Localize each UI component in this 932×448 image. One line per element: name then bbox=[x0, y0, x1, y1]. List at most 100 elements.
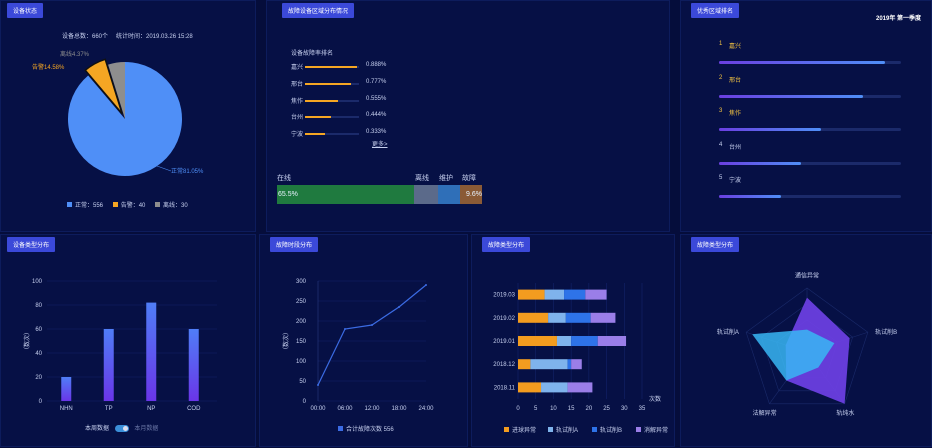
x-tick-label: 06:00 bbox=[337, 406, 353, 412]
y-tick-label: 50 bbox=[299, 379, 306, 385]
line-legend: 合计故障次数 556 bbox=[338, 424, 394, 433]
x-tick-label: 30 bbox=[621, 406, 628, 412]
rank-row-fill bbox=[305, 116, 332, 119]
radar-grid-ring bbox=[760, 303, 854, 392]
status-pie-chart: 正常81.05% 告警14.58% 离线4.37% bbox=[32, 50, 204, 176]
device-type-panel: 设备类型分布 0 20 40 60 80 100 （数次） NHN TP NP COD 本周数据 本… bbox=[0, 234, 256, 447]
bar-NP bbox=[146, 302, 157, 401]
legend-normal: 正常：556 bbox=[75, 203, 104, 209]
region-rank-fill bbox=[719, 128, 821, 131]
x-tick-label: NP bbox=[147, 406, 155, 412]
y-tick-label: 100 bbox=[296, 359, 307, 365]
pie-label: 告警14.58% bbox=[32, 63, 65, 71]
legend-swatch bbox=[592, 427, 597, 432]
radar-series-area bbox=[752, 329, 835, 381]
x-tick-label: 24:00 bbox=[418, 406, 434, 412]
x-tick-label: NHN bbox=[60, 406, 73, 412]
fault-time-panel: 故障时段分布 0 50 100 150 200 250 300 （数次） 00:00 06:00 1… bbox=[259, 234, 468, 447]
legend-label: 消解异常 bbox=[644, 426, 668, 434]
y-tick-label: 80 bbox=[35, 303, 42, 309]
y-tick-label: 60 bbox=[35, 327, 42, 333]
region-rank-number: 1 bbox=[719, 41, 723, 47]
stack-segment-轨试削A bbox=[548, 312, 566, 323]
x-axis-label: 次数 bbox=[649, 395, 661, 403]
line-point bbox=[371, 324, 373, 326]
status-label-maint: 维护 bbox=[439, 175, 453, 182]
legend-offline: 离线：30 bbox=[163, 203, 188, 209]
y-tick-label: 40 bbox=[35, 351, 42, 357]
rank-row-value: 0.555% bbox=[366, 95, 387, 102]
stack-segment-进球异常 bbox=[518, 289, 545, 300]
stack-segment-消解异常 bbox=[585, 289, 607, 300]
region-rank-number: 2 bbox=[719, 74, 723, 81]
panel-title: 设备状态 bbox=[7, 3, 44, 18]
fault-region-panel: 故障设备区域分布情况 设备故障率排名 嘉兴 0.888% 邢台 0.777% 焦作 0.5… bbox=[266, 0, 670, 232]
more-link[interactable]: 更多> bbox=[372, 142, 388, 148]
stack-segment-进球异常 bbox=[518, 359, 531, 370]
y-tick-label: 0 bbox=[303, 399, 307, 405]
legend-label: 轨试削A bbox=[556, 426, 578, 434]
legend-swatch bbox=[504, 427, 509, 432]
bar-COD bbox=[188, 329, 199, 401]
x-tick-label: 15 bbox=[568, 406, 575, 412]
y-tick-label: 2018.11 bbox=[494, 385, 516, 391]
region-rank-fill bbox=[719, 61, 885, 64]
region-rank-name: 台州 bbox=[729, 144, 742, 151]
x-tick-label: 35 bbox=[639, 406, 646, 412]
region-rank-name: 宁波 bbox=[729, 178, 742, 184]
panel-title: 优秀区域排名 bbox=[691, 3, 740, 18]
status-label-online: 在线 bbox=[277, 175, 291, 182]
data-toggle[interactable]: 本周数据 本月数据 bbox=[85, 423, 158, 432]
x-tick-label: 18:00 bbox=[391, 406, 407, 412]
stack-segment-轨试削A bbox=[544, 289, 565, 300]
device-status-panel: 设备状态 设备总数：660个 统计时间：2019.03.26 15:28 正常8… bbox=[0, 0, 256, 232]
legend-swatch bbox=[548, 427, 553, 432]
bar-NHN bbox=[61, 377, 72, 401]
rank-row-name: 邢台 bbox=[291, 81, 304, 88]
toggle-week-label: 本周数据 bbox=[85, 426, 110, 432]
y-tick-label: 2019.02 bbox=[493, 316, 515, 322]
rank-row-value: 0.444% bbox=[366, 112, 387, 119]
legend-label: 轨试削B bbox=[600, 426, 622, 434]
toggle-switch[interactable] bbox=[114, 424, 129, 432]
x-tick-label: 12:00 bbox=[364, 406, 380, 412]
region-rank-track bbox=[719, 195, 901, 198]
region-rank-fill bbox=[719, 94, 863, 98]
radar-axis-label: 轨纯水 bbox=[836, 409, 854, 417]
y-axis-label: （数次） bbox=[23, 329, 31, 353]
radar-axis-label: 轨试削B bbox=[875, 328, 897, 336]
stack-segment-轨试削B bbox=[567, 359, 572, 370]
region-rank-track bbox=[719, 161, 901, 165]
panel-title: 故障时段分布 bbox=[270, 237, 319, 252]
stack-segment-轨试削A bbox=[530, 359, 568, 370]
legend-label: 进球异常 bbox=[512, 426, 536, 434]
y-tick-label: 200 bbox=[296, 319, 307, 325]
region-rank-name: 焦作 bbox=[729, 111, 742, 117]
stack-segment-轨试削B bbox=[565, 312, 591, 323]
region-rank-fill bbox=[719, 195, 781, 198]
line-point bbox=[398, 306, 400, 308]
y-tick-label: 0 bbox=[39, 399, 43, 405]
rank-row-value: 0.777% bbox=[366, 78, 387, 85]
panel-title: 故障类型分布 bbox=[691, 237, 740, 252]
x-tick-label: 25 bbox=[603, 406, 610, 412]
rank-row-fill bbox=[305, 66, 358, 68]
region-rank-panel: 优秀区域排名 2019年 第一季度 1 嘉兴 2 邢台 3 焦作 4 台州 5 宁波 bbox=[680, 0, 932, 232]
panel-title: 故障类型分布 bbox=[482, 237, 531, 252]
y-tick-label: 300 bbox=[296, 279, 307, 285]
stack-segment-轨试削B bbox=[564, 289, 586, 300]
fault-type-panel: 故障类型分布 0 5 10 15 20 25 30 35 次数 2019.03 2019.02 201… bbox=[471, 234, 675, 447]
y-axis-label: （数次） bbox=[282, 329, 290, 353]
y-tick-label: 20 bbox=[35, 375, 42, 381]
bar-TP bbox=[103, 329, 114, 401]
panel-title: 故障设备区域分布情况 bbox=[282, 3, 355, 18]
y-tick-label: 250 bbox=[296, 299, 307, 305]
pie-label: 离线4.37% bbox=[60, 50, 90, 58]
stat-time: 统计时间：2019.03.26 15:28 bbox=[116, 34, 193, 40]
radar-axis-label: 通信异常 bbox=[795, 272, 819, 280]
rank-row-value: 0.888% bbox=[366, 62, 387, 68]
status-label-fault: 故障 bbox=[462, 175, 476, 182]
rank-row-track bbox=[305, 116, 359, 119]
rank-row-track bbox=[305, 133, 359, 136]
